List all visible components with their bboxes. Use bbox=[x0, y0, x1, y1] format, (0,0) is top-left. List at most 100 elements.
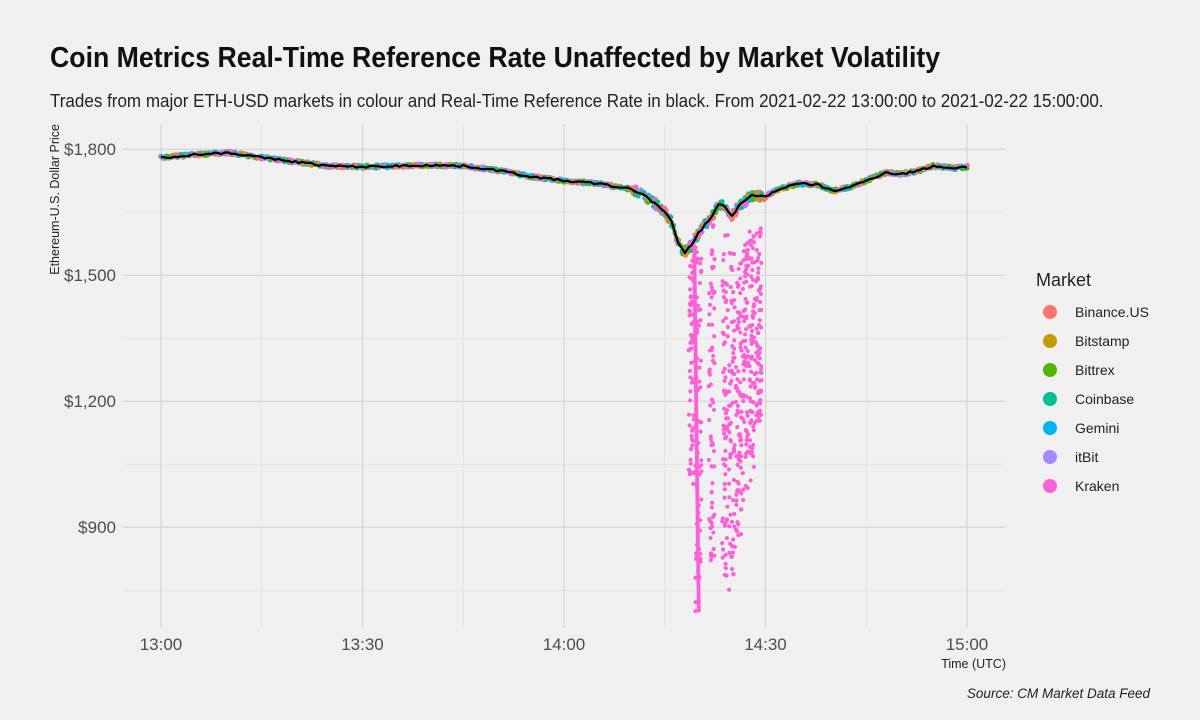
kraken-outlier-point bbox=[749, 369, 754, 374]
kraken-outlier-point bbox=[709, 295, 714, 300]
kraken-outlier-point bbox=[754, 413, 759, 418]
kraken-outlier-point bbox=[721, 427, 727, 432]
x-tick-label: 14:00 bbox=[543, 635, 586, 654]
kraken-outlier-point bbox=[756, 418, 761, 423]
kraken-outlier-point bbox=[723, 289, 728, 295]
kraken-outlier-point bbox=[712, 306, 717, 311]
kraken-outlier-point bbox=[708, 535, 713, 541]
kraken-outlier-point bbox=[689, 321, 694, 326]
kraken-outlier-point bbox=[706, 291, 712, 296]
kraken-outlier-point bbox=[754, 295, 759, 301]
kraken-outlier-point bbox=[687, 275, 692, 280]
kraken-outlier-point bbox=[723, 375, 728, 380]
kraken-outlier-point bbox=[738, 290, 743, 296]
kraken-outlier-point bbox=[750, 309, 756, 314]
kraken-outlier-point bbox=[722, 378, 727, 384]
kraken-outlier-point bbox=[709, 397, 715, 402]
kraken-outlier-point bbox=[728, 452, 733, 457]
kraken-outlier-point bbox=[709, 490, 714, 495]
trade-point bbox=[729, 217, 735, 222]
kraken-outlier-point bbox=[727, 403, 732, 408]
kraken-outlier-point bbox=[711, 407, 717, 413]
kraken-outlier-point bbox=[741, 258, 746, 263]
kraken-outlier-point bbox=[753, 340, 758, 345]
kraken-outlier-point bbox=[731, 477, 736, 483]
kraken-outlier-point bbox=[751, 464, 757, 469]
kraken-outlier-point bbox=[732, 305, 737, 310]
kraken-outlier-point bbox=[707, 312, 712, 317]
kraken-outlier-point bbox=[750, 267, 755, 273]
kraken-outlier-point bbox=[743, 454, 748, 460]
kraken-outlier-point bbox=[726, 467, 732, 472]
kraken-outlier-point bbox=[721, 431, 727, 436]
kraken-outlier-point bbox=[736, 266, 741, 271]
kraken-outlier-point bbox=[689, 334, 694, 339]
kraken-outlier-point bbox=[729, 301, 734, 306]
kraken-outlier-point bbox=[758, 397, 763, 403]
legend: Market Binance.US Bitstamp Bittrex Coinbase G… bbox=[1036, 270, 1149, 494]
kraken-outlier-point bbox=[737, 488, 742, 493]
kraken-outlier-point bbox=[741, 398, 746, 404]
kraken-outlier-point bbox=[731, 289, 736, 295]
kraken-outlier-point bbox=[708, 558, 713, 563]
kraken-outlier-point bbox=[711, 264, 716, 270]
kraken-outlier-point bbox=[687, 287, 693, 292]
kraken-outlier-point bbox=[690, 380, 695, 385]
kraken-outlier-point bbox=[738, 261, 744, 266]
kraken-outlier-point bbox=[739, 443, 744, 448]
kraken-outlier-point bbox=[740, 286, 745, 291]
kraken-outlier-point bbox=[723, 566, 728, 571]
kraken-outlier-point bbox=[708, 436, 713, 442]
legend-swatch bbox=[1043, 450, 1057, 464]
kraken-outlier-point bbox=[724, 416, 729, 421]
kraken-outlier-point bbox=[751, 442, 756, 448]
kraken-outlier-point bbox=[749, 328, 755, 334]
kraken-outlier-point bbox=[743, 332, 748, 337]
legend-label: Coinbase bbox=[1075, 391, 1134, 407]
kraken-outlier-point bbox=[758, 291, 763, 297]
kraken-outlier-point bbox=[708, 281, 713, 286]
kraken-outlier-point bbox=[739, 454, 744, 459]
kraken-outlier-point bbox=[735, 453, 741, 458]
kraken-outlier-point bbox=[751, 428, 756, 433]
kraken-outlier-point bbox=[748, 274, 754, 279]
kraken-outlier-point bbox=[754, 326, 759, 331]
trade-point bbox=[633, 184, 639, 190]
kraken-outlier-point bbox=[744, 254, 749, 259]
kraken-outlier-point bbox=[732, 443, 737, 448]
kraken-outlier-point bbox=[750, 246, 755, 251]
kraken-outlier-point bbox=[733, 385, 738, 390]
kraken-outlier-point bbox=[699, 497, 704, 502]
kraken-outlier-point bbox=[747, 396, 752, 401]
kraken-outlier-point bbox=[757, 378, 763, 383]
kraken-outlier-point bbox=[699, 463, 704, 468]
kraken-outlier-point bbox=[687, 472, 693, 477]
kraken-outlier-point bbox=[757, 351, 762, 356]
kraken-outlier-point bbox=[738, 330, 743, 335]
legend-swatch bbox=[1043, 421, 1057, 435]
kraken-outlier-point bbox=[739, 491, 744, 496]
kraken-outlier-point bbox=[688, 398, 693, 403]
kraken-outlier-point bbox=[736, 533, 741, 538]
kraken-outlier-point bbox=[732, 371, 737, 377]
kraken-outlier-point bbox=[759, 260, 764, 265]
kraken-outlier-point bbox=[697, 280, 702, 286]
trade-point bbox=[655, 199, 661, 205]
kraken-outlier-point bbox=[747, 229, 752, 234]
kraken-outlier-point bbox=[706, 322, 711, 327]
kraken-outlier-point bbox=[709, 252, 714, 257]
kraken-outlier-point bbox=[709, 505, 714, 510]
kraken-outlier-point bbox=[733, 365, 739, 370]
kraken-outlier-point bbox=[742, 269, 748, 275]
kraken-outlier-point bbox=[757, 318, 762, 323]
kraken-outlier-point bbox=[730, 359, 735, 364]
kraken-outlier-point bbox=[725, 308, 730, 313]
kraken-outlier-point bbox=[725, 325, 730, 330]
kraken-outlier-point bbox=[742, 359, 747, 364]
legend-title: Market bbox=[1036, 270, 1091, 290]
kraken-outlier-point bbox=[707, 417, 712, 423]
kraken-outlier-point bbox=[690, 426, 695, 432]
kraken-outlier-point bbox=[721, 462, 727, 467]
kraken-outlier-point bbox=[709, 500, 715, 505]
kraken-outlier-point bbox=[723, 561, 728, 566]
